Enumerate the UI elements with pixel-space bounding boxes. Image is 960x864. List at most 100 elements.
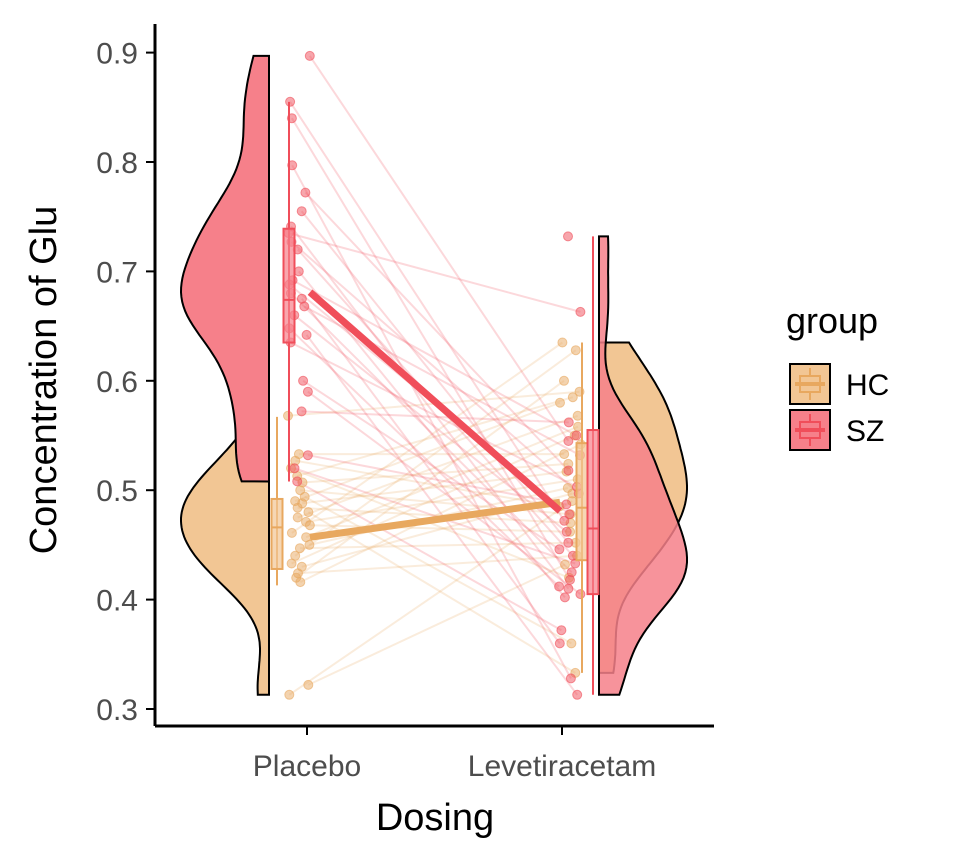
point-sz-levetiracetam	[561, 499, 572, 510]
point-sz-placebo	[298, 375, 309, 386]
pair-line-sz	[293, 314, 568, 533]
pair-line-sz	[290, 241, 580, 495]
y-tick-label: 0.8	[96, 147, 138, 180]
pair-line-sz	[288, 327, 560, 588]
pair-line-sz	[292, 279, 577, 437]
legend-title: group	[786, 300, 878, 341]
point-hc-levetiracetam	[566, 638, 577, 649]
point-hc-placebo	[284, 689, 295, 700]
point-hc-levetiracetam	[567, 392, 578, 403]
pair-line-sz	[289, 101, 566, 522]
point-hc-placebo	[303, 507, 314, 518]
box-hc-levetiracetam	[575, 442, 589, 562]
point-sz-placebo	[292, 476, 303, 487]
pair-line-hc	[297, 506, 571, 524]
plot-area	[179, 50, 688, 700]
pair-line-hc	[291, 434, 576, 565]
point-sz-placebo	[289, 463, 300, 474]
x-tick-label: Levetiracetam	[468, 750, 656, 783]
point-sz-levetiracetam	[566, 567, 577, 578]
point-sz-levetiracetam	[554, 638, 565, 649]
point-sz-levetiracetam	[563, 417, 574, 428]
violin-sz-levetiracetam	[598, 235, 688, 696]
point-sz-levetiracetam	[559, 592, 570, 603]
point-sz-placebo	[296, 206, 307, 217]
box-sz-placebo	[282, 227, 296, 344]
point-sz-levetiracetam	[556, 625, 567, 636]
legend: group HC SZ	[786, 300, 889, 451]
pair-line-hc	[304, 495, 572, 645]
point-hc-levetiracetam	[562, 483, 573, 493]
pair-line-sz	[296, 480, 562, 632]
point-hc-placebo	[292, 512, 303, 523]
y-axis-title: Concentration of Glu	[23, 206, 65, 555]
point-sz-levetiracetam	[575, 589, 586, 600]
point-sz-levetiracetam	[563, 465, 574, 476]
pair-line-hc	[309, 524, 571, 533]
point-sz-levetiracetam	[554, 544, 565, 555]
pair-line-sz	[290, 225, 570, 590]
pair-line-hc	[295, 459, 560, 508]
violin-sz-placebo	[179, 54, 270, 483]
pair-line-sz	[305, 334, 578, 696]
axes: 0.3 0.4 0.5 0.6 0.7 0.8 0.9 Placebo Levetiraceta…	[96, 24, 714, 783]
pair-line-hc	[297, 554, 578, 575]
pair-line-sz	[307, 454, 567, 506]
point-hc-levetiracetam	[559, 449, 570, 460]
point-hc-placebo	[290, 550, 301, 561]
point-hc-levetiracetam	[560, 559, 570, 570]
pair-line-hc	[307, 563, 566, 686]
point-sz-levetiracetam	[571, 430, 582, 441]
pair-line-sz	[291, 117, 571, 581]
point-sz-placebo	[300, 187, 311, 198]
pair-line-hc	[305, 425, 579, 539]
point-sz-placebo	[285, 96, 296, 107]
mean-line-sz	[307, 289, 563, 514]
box-sz-levetiracetam	[586, 429, 600, 596]
pair-line-sz	[290, 292, 573, 574]
pair-line-sz	[307, 390, 581, 595]
point-hc-placebo	[301, 516, 311, 527]
pair-line-sz	[290, 341, 578, 488]
point-sz-levetiracetam	[572, 689, 583, 700]
pair-line-sz	[302, 379, 560, 551]
box-hc-placebo	[270, 497, 284, 570]
point-hc-levetiracetam	[572, 410, 583, 421]
point-hc-levetiracetam	[559, 375, 569, 386]
pair-line-hc	[294, 349, 577, 557]
point-sz-placebo	[302, 386, 313, 397]
point-sz-levetiracetam	[559, 515, 570, 526]
point-sz-placebo	[302, 450, 313, 461]
pair-line-sz	[308, 55, 570, 442]
y-tick-label: 0.4	[96, 585, 138, 618]
point-hc-placebo	[301, 532, 312, 543]
pair-line-hc	[296, 396, 574, 477]
point-hc-levetiracetam	[557, 337, 568, 348]
y-tick-label: 0.9	[96, 38, 138, 71]
point-sz-levetiracetam	[554, 581, 565, 592]
point-sz-levetiracetam	[563, 583, 574, 594]
x-tick-label: Placebo	[253, 750, 361, 783]
pair-line-hc	[288, 500, 573, 696]
point-sz-levetiracetam	[561, 526, 572, 537]
point-hc-levetiracetam	[570, 345, 581, 356]
point-sz-levetiracetam	[565, 673, 576, 684]
legend-label-sz: SZ	[846, 415, 884, 448]
point-sz-placebo	[301, 329, 312, 340]
point-sz-levetiracetam	[563, 537, 574, 548]
point-sz-levetiracetam	[563, 436, 574, 446]
pair-line-sz	[288, 232, 581, 313]
point-hc-placebo	[286, 527, 297, 538]
x-axis-title: Dosing	[376, 797, 494, 839]
pair-line-hc	[299, 541, 576, 550]
point-sz-placebo	[296, 293, 307, 304]
point-hc-placebo	[294, 543, 305, 554]
pair-line-hc	[307, 511, 576, 674]
legend-items: HC SZ	[789, 363, 889, 451]
pair-line-sz	[301, 298, 561, 644]
point-hc-placebo	[296, 561, 307, 572]
point-hc-placebo	[290, 496, 301, 507]
point-sz-placebo	[293, 266, 304, 277]
pair-line-hc	[302, 462, 569, 484]
